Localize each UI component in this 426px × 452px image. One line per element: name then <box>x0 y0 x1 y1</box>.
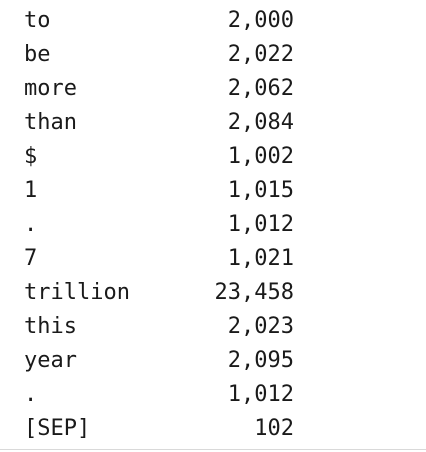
token-id-list: to 2,000 be 2,022 more 2,062 than 2,084 … <box>24 4 294 446</box>
token-text: 7 <box>24 246 38 271</box>
token-id: 1,012 <box>227 212 294 237</box>
token-text: . <box>24 382 38 407</box>
token-row: . 1,012 <box>24 378 294 412</box>
token-text: more <box>24 76 77 101</box>
token-row: [SEP] 102 <box>24 412 294 446</box>
token-id: 1,015 <box>227 178 294 203</box>
token-row: . 1,012 <box>24 208 294 242</box>
token-row: trillion 23,458 <box>24 276 294 310</box>
token-row: $ 1,002 <box>24 140 294 174</box>
token-text: to <box>24 8 51 33</box>
token-id: 2,095 <box>227 348 294 373</box>
token-row: year 2,095 <box>24 344 294 378</box>
token-id: 2,062 <box>227 76 294 101</box>
token-row: than 2,084 <box>24 106 294 140</box>
token-row: to 2,000 <box>24 4 294 38</box>
token-id: 1,021 <box>227 246 294 271</box>
token-text: [SEP] <box>24 416 91 441</box>
token-row: 1 1,015 <box>24 174 294 208</box>
bottom-divider <box>0 449 426 450</box>
token-row: 7 1,021 <box>24 242 294 276</box>
token-id: 1,002 <box>227 144 294 169</box>
token-text: . <box>24 212 38 237</box>
token-id: 102 <box>254 416 294 441</box>
token-text: this <box>24 314 77 339</box>
token-id: 2,023 <box>227 314 294 339</box>
token-id: 2,084 <box>227 110 294 135</box>
token-row: this 2,023 <box>24 310 294 344</box>
token-id: 2,000 <box>227 8 294 33</box>
token-text: year <box>24 348 77 373</box>
token-row: be 2,022 <box>24 38 294 72</box>
token-text: trillion <box>24 280 130 305</box>
token-id: 23,458 <box>214 280 294 305</box>
token-id: 1,012 <box>227 382 294 407</box>
token-text: 1 <box>24 178 38 203</box>
token-row: more 2,062 <box>24 72 294 106</box>
token-text: than <box>24 110 77 135</box>
token-id: 2,022 <box>227 42 294 67</box>
token-text: be <box>24 42 51 67</box>
token-text: $ <box>24 144 38 169</box>
